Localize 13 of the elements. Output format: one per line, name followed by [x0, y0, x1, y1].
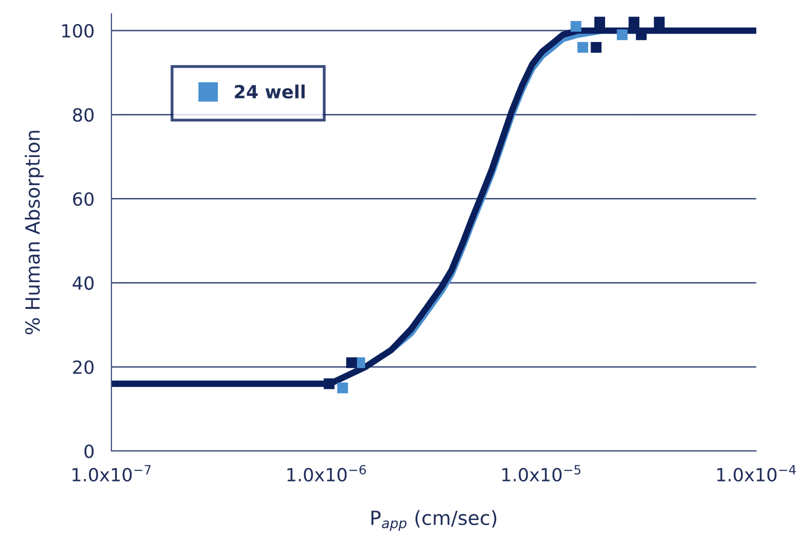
y-tick-label: 0: [84, 444, 94, 458]
x-tick-label: 1.0x10$^{−6}$: [287, 464, 366, 482]
legend-label: 24 well: [234, 84, 305, 99]
x-tick-label: 1.0x10$^{−5}$: [502, 465, 580, 482]
x-tick-label: 1.0x10$^{−4}$: [717, 465, 796, 482]
y-tick-label: 60: [73, 192, 94, 206]
y-axis-title: % Human Absorption: [24, 130, 44, 334]
x-tick-label: 1.0x10$^{−7}$: [72, 465, 151, 482]
y-tick-label: 80: [73, 108, 94, 122]
x-axis-title: P$_{app}$ (cm/sec): [371, 510, 496, 531]
y-tick-label: 100: [62, 24, 94, 38]
y-tick-label: 40: [72, 276, 94, 290]
y-tick-label: 20: [73, 360, 94, 374]
